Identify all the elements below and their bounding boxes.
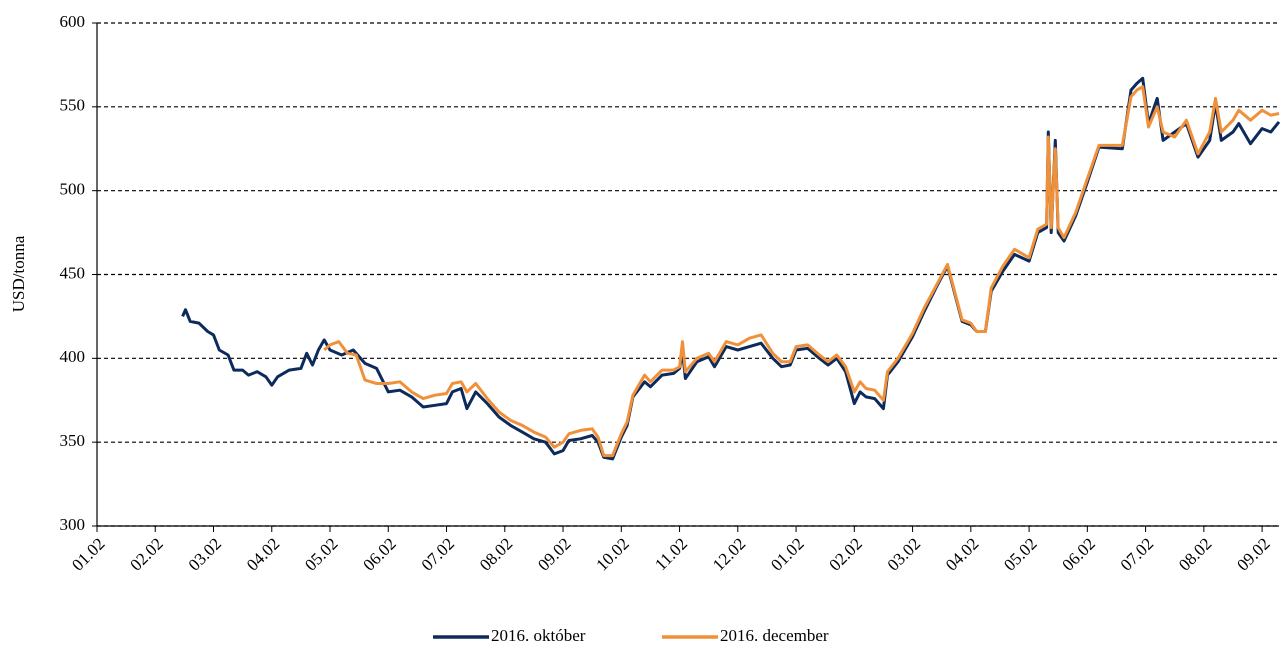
- x-tick-label: 07.02: [1117, 534, 1157, 574]
- x-tick-label: 10.02: [592, 534, 632, 574]
- x-tick-label: 02.02: [126, 534, 166, 574]
- y-tick-label: 450: [60, 263, 86, 282]
- x-tick-label: 09.02: [1233, 534, 1273, 574]
- x-tick-label: 09.02: [534, 534, 574, 574]
- x-tick-label: 06.02: [359, 534, 399, 574]
- y-axis-label: USD/tonna: [9, 235, 28, 312]
- y-tick-label: 350: [60, 431, 86, 450]
- series-line: [323, 85, 1280, 458]
- x-tick-label: 02.02: [825, 534, 865, 574]
- x-tick-label: 04.02: [942, 534, 982, 574]
- x-tick-label: 12.02: [709, 534, 749, 574]
- x-tick-label: 03.02: [185, 534, 225, 574]
- x-tick-label: 01.02: [68, 534, 108, 574]
- x-tick-label: 05.02: [1000, 534, 1040, 574]
- y-tick-label: 400: [60, 347, 86, 366]
- legend-label: 2016. december: [720, 626, 829, 645]
- x-tick-label: 04.02: [243, 534, 283, 574]
- x-tick-label: 01.02: [767, 534, 807, 574]
- y-tick-label: 600: [60, 12, 86, 31]
- x-tick-label: 08.02: [1175, 534, 1215, 574]
- legend-label: 2016. október: [491, 626, 586, 645]
- y-tick-label: 500: [60, 180, 86, 199]
- y-tick-label: 300: [60, 515, 86, 534]
- x-tick-label: 11.02: [651, 534, 691, 574]
- x-tick-label: 06.02: [1058, 534, 1098, 574]
- y-tick-label: 550: [60, 96, 86, 115]
- x-tick-label: 03.02: [884, 534, 924, 574]
- x-tick-label: 07.02: [418, 534, 458, 574]
- x-tick-label: 08.02: [476, 534, 516, 574]
- series-line: [181, 76, 1280, 461]
- x-tick-label: 05.02: [301, 534, 341, 574]
